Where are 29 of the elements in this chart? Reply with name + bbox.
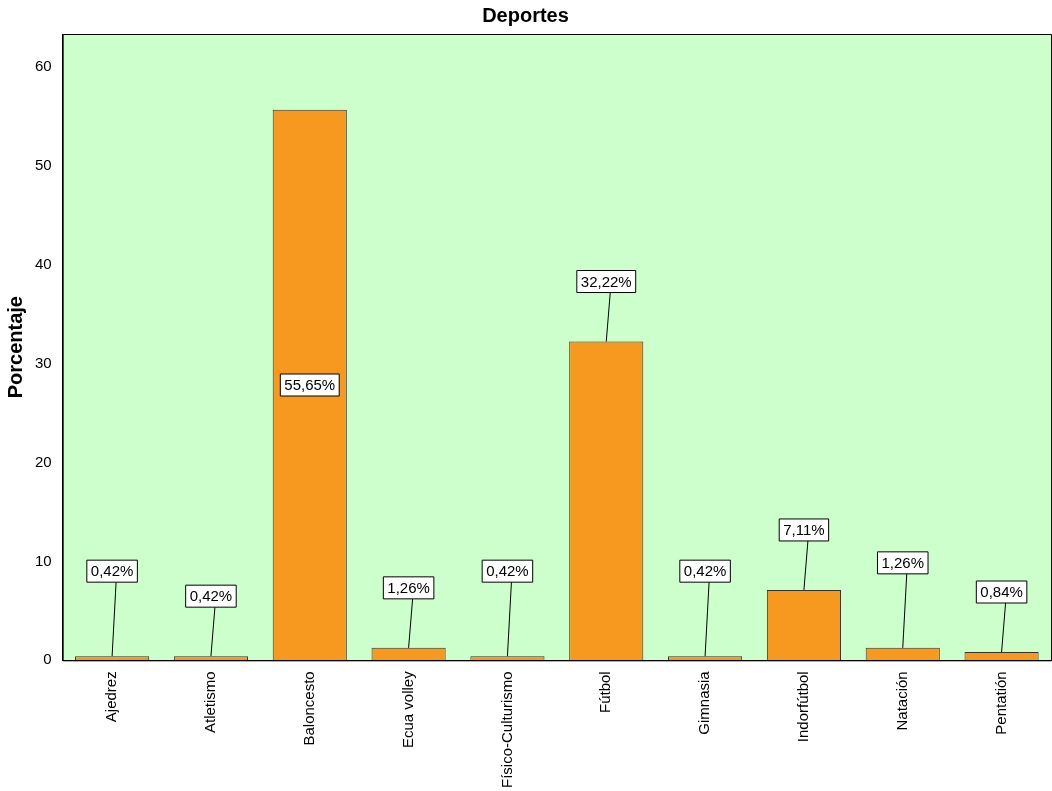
data-label: 0,42%: [683, 562, 727, 580]
x-tick-label: Natación: [892, 671, 910, 731]
x-tick-label: Fútbol: [596, 671, 614, 714]
y-tick-label: 60: [35, 56, 52, 74]
x-tick-label: Indorfútbol: [794, 671, 812, 743]
data-label: 1,26%: [881, 553, 925, 571]
y-tick-label: 50: [35, 155, 52, 173]
x-tick-label: Pentatión: [991, 671, 1009, 735]
y-tick-label: 10: [35, 551, 52, 569]
x-tick-label: Atletismo: [201, 671, 219, 734]
chart-title: Deportes: [482, 3, 569, 26]
data-label: 32,22%: [580, 272, 632, 290]
x-tick-label: Baloncesto: [299, 671, 317, 746]
y-axis-title: Porcentaje: [3, 296, 26, 399]
y-tick-label: 0: [43, 650, 52, 668]
x-tick-label: Ajedrez: [102, 671, 120, 723]
data-label: 0,42%: [189, 587, 233, 605]
x-tick-label: Ecua volley: [398, 670, 416, 749]
y-tick-label: 40: [35, 254, 52, 272]
data-label: 0,42%: [486, 562, 529, 580]
x-tick-label: Gimnasia: [695, 670, 713, 735]
data-label: 55,65%: [284, 376, 336, 394]
x-tick-label: Físico-Culturismo: [497, 671, 515, 789]
y-tick-label: 30: [35, 353, 52, 371]
y-tick-label: 20: [35, 452, 52, 470]
data-label: 0,42%: [90, 562, 134, 580]
data-label: 7,11%: [783, 521, 825, 539]
data-label: 1,26%: [387, 578, 430, 596]
data-label: 0,84%: [980, 583, 1023, 601]
